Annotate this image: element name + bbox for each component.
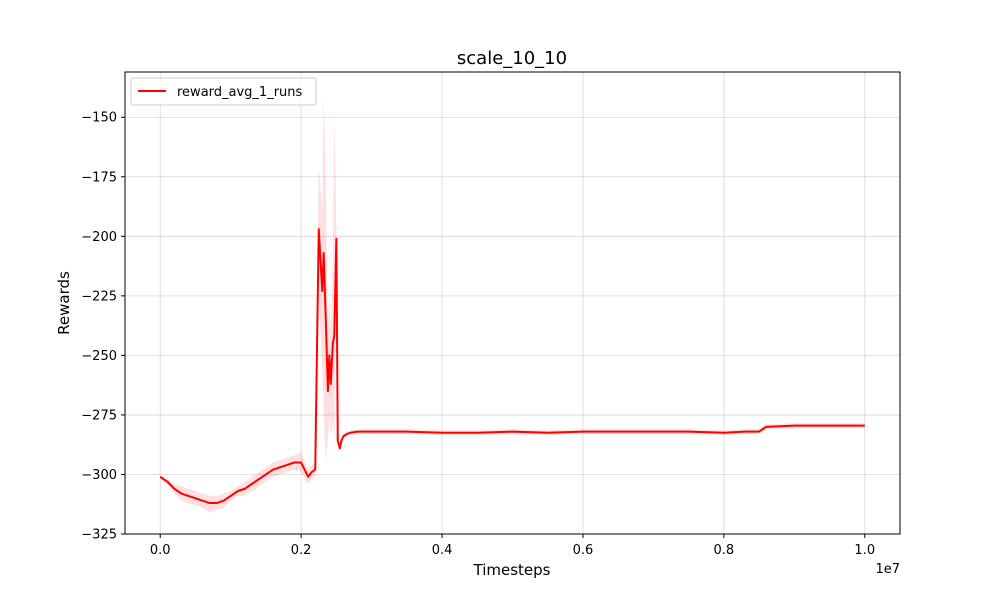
legend: reward_avg_1_runs <box>130 77 317 106</box>
grid <box>125 72 900 535</box>
legend-label: reward_avg_1_runs <box>177 85 303 100</box>
y-tick-label: −325 <box>81 528 117 543</box>
x-tick-label: 0.6 <box>573 543 594 558</box>
y-axis: −325 −300 −275 −250 −225 −200 −175 −150 <box>81 111 125 543</box>
x-tick-label: 0.2 <box>291 543 312 558</box>
y-axis-label: Rewards <box>55 271 73 335</box>
x-axis: 0.0 0.2 0.4 0.6 0.8 1.0 <box>150 534 875 558</box>
y-tick-label: −300 <box>81 468 117 483</box>
x-tick-label: 0.8 <box>714 543 735 558</box>
series-line-layer <box>159 228 865 505</box>
y-tick-label: −250 <box>81 349 117 364</box>
x-scale-offset: 1e7 <box>875 562 900 577</box>
x-tick-label: 0.4 <box>432 543 453 558</box>
series-line-reward-avg <box>159 228 865 505</box>
y-tick-label: −150 <box>81 111 117 126</box>
legend-box <box>130 77 317 106</box>
plot-frame <box>124 71 901 535</box>
y-tick-label: −225 <box>81 289 117 304</box>
y-tick-label: −175 <box>81 170 117 185</box>
x-tick-label: 1.0 <box>854 543 875 558</box>
chart-title: scale_10_10 <box>457 48 567 69</box>
y-tick-label: −275 <box>81 408 117 423</box>
x-axis-label: Timesteps <box>473 561 551 579</box>
x-tick-label: 0.0 <box>150 543 171 558</box>
y-tick-label: −200 <box>81 230 117 245</box>
